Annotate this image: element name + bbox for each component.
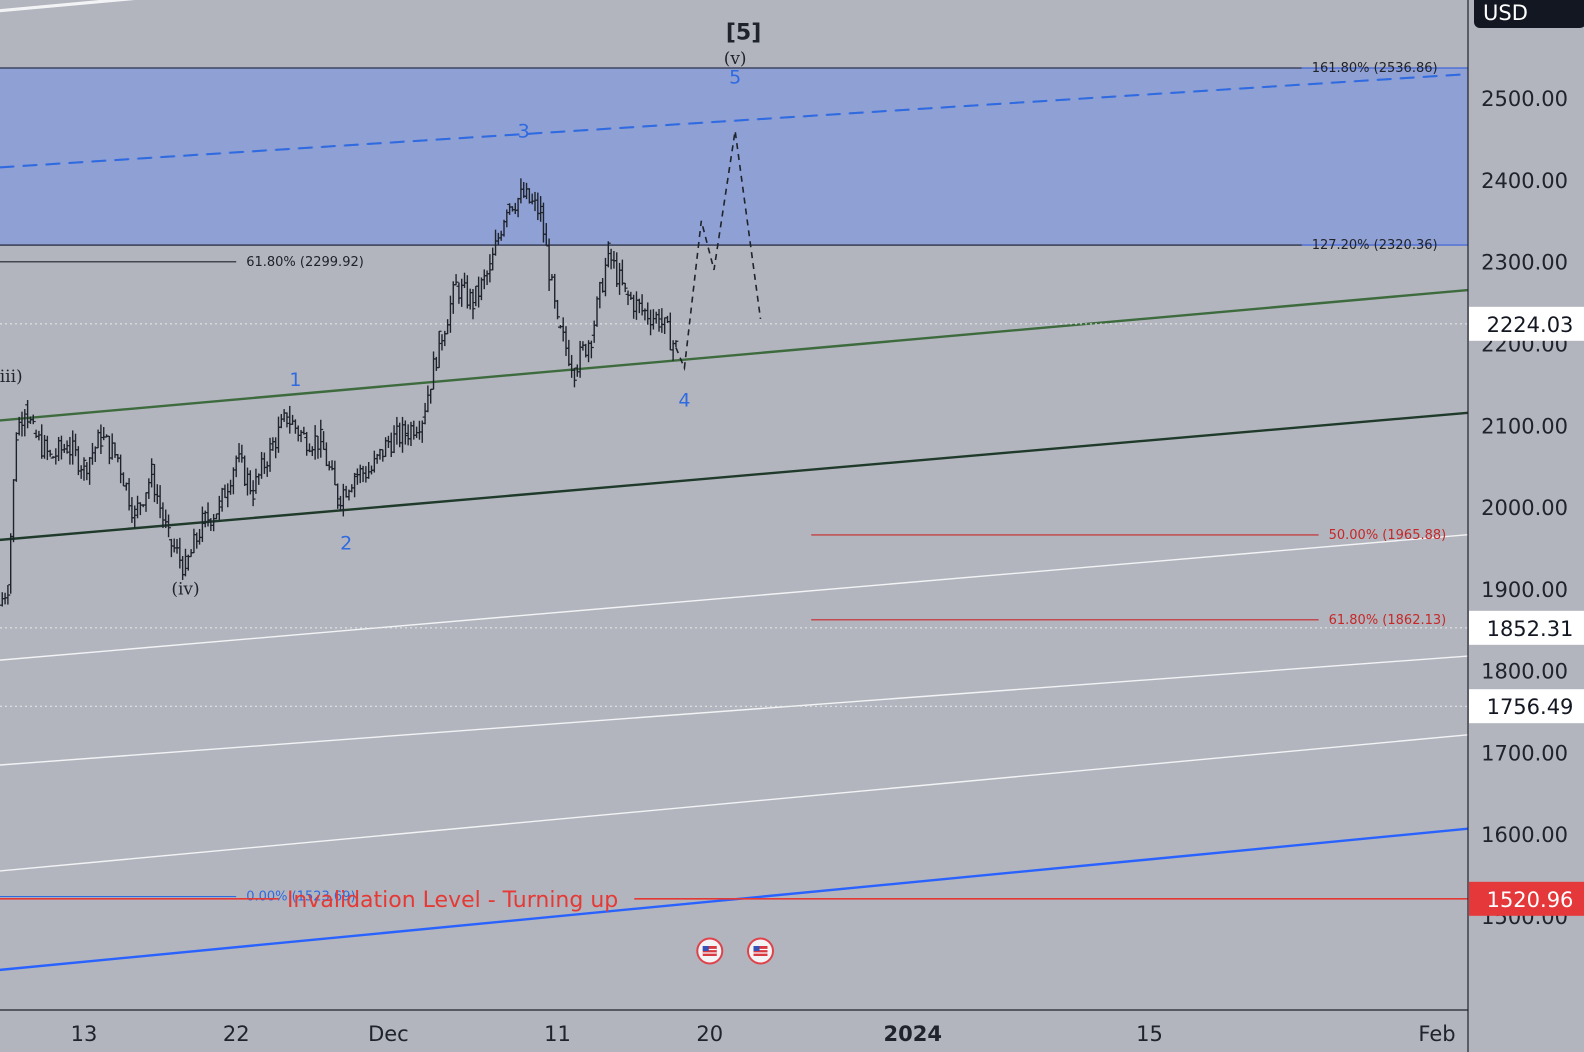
fib-label: 161.80% (2536.86) <box>1312 61 1438 76</box>
wave-label: 1 <box>289 369 301 391</box>
wave-labels: [5] (v)5 3 1 2 4 (iii) (iv) <box>0 20 761 599</box>
price-tick-label: 1900.00 <box>1481 578 1568 602</box>
price-tick-label: 2000.00 <box>1481 496 1568 520</box>
zone-midline <box>0 73 1469 169</box>
wave-label: (iii) <box>0 367 23 387</box>
currency-badge[interactable]: USD <box>1474 0 1584 28</box>
time-tick-label: 11 <box>544 1022 571 1046</box>
wave-label: (v) <box>724 49 747 69</box>
time-tick-label: 20 <box>696 1022 723 1046</box>
us-flag-icon <box>753 946 768 956</box>
time-tick-label: Dec <box>368 1022 409 1046</box>
price-axis-panel[interactable] <box>1468 0 1584 1052</box>
price-tick-label: 2400.00 <box>1481 169 1568 193</box>
target-zone-box <box>0 67 1469 246</box>
price-tick-label: 1800.00 <box>1481 660 1568 684</box>
price-tick-label: 2300.00 <box>1481 251 1568 275</box>
channel-line <box>0 288 1470 422</box>
price-tag-label: 1520.96 <box>1487 888 1574 912</box>
invalidation-line[interactable]: Invalidation Level - Turning up <box>0 888 1468 913</box>
target-zone[interactable] <box>0 67 1469 246</box>
us-flag-icon <box>753 946 760 951</box>
price-tick-label: 2100.00 <box>1481 414 1568 438</box>
channel-line <box>0 734 1469 872</box>
wave-label: 3 <box>518 120 530 142</box>
price-tag-label: 2224.03 <box>1487 313 1574 337</box>
price-tick-label: 1700.00 <box>1481 741 1568 765</box>
time-tick-label: Feb <box>1418 1022 1455 1046</box>
price-tick-label: 2500.00 <box>1481 87 1568 111</box>
fib-label: 61.80% (1862.13) <box>1329 613 1447 628</box>
currency-badge-bg <box>1474 0 1584 28</box>
price-tag-bg <box>1469 610 1584 645</box>
price-tag-bg <box>1469 881 1584 916</box>
wave-label: 5 <box>729 66 741 88</box>
us-flag-icon <box>702 946 709 951</box>
wave-label: [5] <box>726 20 761 45</box>
price-tag-label: 1756.49 <box>1487 695 1574 719</box>
wave-label: 2 <box>340 533 352 555</box>
event-markers[interactable] <box>696 937 774 965</box>
price-tags: 2224.03 1852.31 1756.49 1520.96 <box>1469 306 1584 916</box>
price-tick-label: 1600.00 <box>1481 823 1568 847</box>
us-flag-icon <box>702 946 717 956</box>
price-tag-bg <box>1469 306 1584 341</box>
fib-label: 50.00% (1965.88) <box>1329 528 1447 543</box>
time-tick-label: 13 <box>71 1022 98 1046</box>
price-tag-label: 1852.31 <box>1487 617 1574 641</box>
price-bars <box>0 178 679 607</box>
price-axis[interactable]: 2500.002400.002300.002200.002100.002000.… <box>1481 87 1568 929</box>
fib-levels[interactable]: 161.80% (2536.86) 127.20% (2320.36) 61.80%… <box>0 61 1446 905</box>
price-tag-bg <box>1469 689 1584 724</box>
time-axis[interactable]: 13 22 Dec 11 20 2024 15 Feb <box>71 1022 1456 1046</box>
channel-line <box>0 411 1470 542</box>
wave-label: 4 <box>678 389 690 411</box>
time-tick-label: 2024 <box>883 1022 941 1046</box>
channel-line <box>0 655 1469 766</box>
currency-label: USD <box>1483 1 1528 25</box>
fib-label: 127.20% (2320.36) <box>1312 238 1438 253</box>
time-tick-label: 22 <box>223 1022 250 1046</box>
fib-label: 0.00% (1523.69) <box>246 890 355 905</box>
channel-line <box>0 533 1469 661</box>
fib-label: 61.80% (2299.92) <box>246 255 364 270</box>
wave-label: (iv) <box>171 580 199 600</box>
time-tick-label: 15 <box>1136 1022 1163 1046</box>
invalidation-label: Invalidation Level - Turning up <box>287 888 618 913</box>
